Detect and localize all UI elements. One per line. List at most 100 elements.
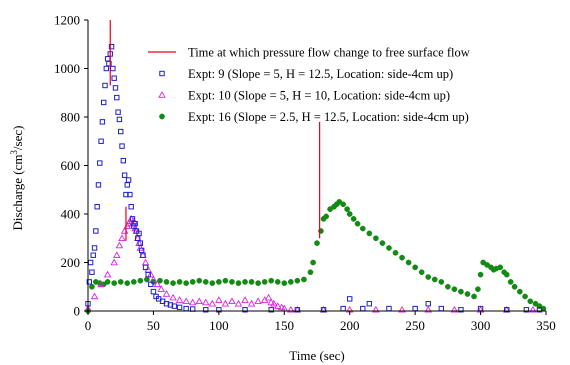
series-3-points bbox=[85, 199, 547, 314]
data-point bbox=[137, 240, 144, 246]
legend-series-2-label: Expt: 10 (Slope = 5, H = 10, Location: s… bbox=[188, 89, 450, 103]
data-point bbox=[136, 244, 145, 251]
data-point bbox=[228, 297, 236, 305]
x-tick-label: 300 bbox=[471, 318, 491, 333]
data-point bbox=[301, 276, 307, 283]
data-point bbox=[175, 296, 184, 303]
data-point bbox=[150, 288, 157, 295]
data-point bbox=[120, 157, 127, 164]
data-point bbox=[118, 128, 124, 135]
y-axis-label-superscript: 3 bbox=[9, 150, 19, 155]
data-point bbox=[418, 269, 425, 276]
data-point bbox=[235, 280, 242, 286]
data-point bbox=[144, 276, 150, 283]
data-point bbox=[145, 271, 151, 278]
data-point bbox=[130, 279, 137, 285]
x-axis-label: Time (sec) bbox=[289, 348, 345, 363]
data-point bbox=[350, 216, 357, 222]
data-point bbox=[366, 230, 373, 237]
data-point bbox=[101, 99, 107, 106]
data-point bbox=[344, 206, 350, 212]
data-point bbox=[273, 302, 282, 309]
legend-series-3-label: Expt: 16 (Slope = 2.5, H = 12.5, Locatio… bbox=[188, 110, 469, 124]
data-point bbox=[188, 298, 197, 306]
data-point bbox=[114, 94, 120, 101]
data-point bbox=[201, 298, 210, 306]
data-point bbox=[110, 65, 116, 72]
data-point bbox=[354, 220, 361, 227]
data-point bbox=[438, 305, 445, 312]
data-point bbox=[90, 252, 96, 258]
data-point bbox=[270, 299, 278, 307]
data-point bbox=[128, 204, 134, 210]
data-point bbox=[93, 228, 99, 234]
x-tick-label: 0 bbox=[85, 318, 92, 333]
data-point bbox=[247, 299, 256, 307]
data-point bbox=[86, 279, 93, 285]
data-point bbox=[216, 279, 222, 285]
y-tick-label: 800 bbox=[61, 110, 81, 125]
data-point bbox=[115, 241, 124, 249]
x-tick-label: 350 bbox=[536, 318, 556, 333]
data-point bbox=[310, 259, 316, 266]
data-point bbox=[91, 245, 98, 251]
data-point bbox=[438, 279, 445, 285]
data-point bbox=[314, 240, 320, 246]
data-point bbox=[268, 277, 275, 284]
data-point bbox=[458, 288, 464, 295]
data-point bbox=[157, 285, 166, 292]
y-tick-label: 600 bbox=[61, 158, 81, 173]
data-point bbox=[346, 211, 353, 217]
data-point bbox=[507, 279, 514, 285]
data-point bbox=[431, 276, 438, 283]
data-point bbox=[274, 279, 281, 285]
data-point bbox=[189, 279, 196, 285]
data-point bbox=[183, 305, 189, 312]
data-point bbox=[379, 240, 386, 246]
data-point bbox=[222, 277, 229, 284]
data-point bbox=[116, 116, 123, 123]
data-point bbox=[141, 258, 150, 266]
data-point bbox=[221, 299, 230, 307]
data-point bbox=[360, 305, 366, 312]
data-point bbox=[87, 259, 94, 266]
data-point bbox=[119, 143, 125, 149]
data-point bbox=[254, 297, 262, 305]
data-point bbox=[202, 279, 209, 285]
data-point bbox=[294, 277, 301, 284]
data-point bbox=[195, 297, 204, 305]
data-point bbox=[203, 307, 209, 313]
data-point bbox=[307, 269, 314, 276]
data-point bbox=[183, 280, 189, 286]
legend-series-2-swatch bbox=[158, 91, 166, 98]
data-point bbox=[98, 138, 104, 144]
data-point bbox=[294, 307, 301, 313]
data-point bbox=[176, 304, 183, 311]
data-point bbox=[424, 305, 433, 313]
data-point bbox=[137, 277, 144, 284]
data-point bbox=[458, 307, 464, 313]
data-point bbox=[386, 245, 392, 251]
y-axis-label: Discharge (cm3/sec) bbox=[9, 126, 25, 231]
data-point bbox=[104, 56, 111, 62]
data-point bbox=[386, 305, 392, 312]
data-point bbox=[117, 279, 124, 285]
data-point bbox=[106, 60, 112, 67]
data-point bbox=[162, 290, 171, 297]
data-point bbox=[94, 204, 100, 210]
data-point bbox=[103, 270, 112, 278]
data-point bbox=[124, 280, 131, 286]
data-point bbox=[182, 297, 190, 305]
data-point bbox=[320, 307, 327, 313]
data-point bbox=[89, 283, 95, 290]
data-point bbox=[399, 254, 405, 261]
data-point bbox=[208, 299, 217, 307]
data-point bbox=[111, 280, 118, 286]
data-point bbox=[255, 280, 261, 286]
data-point bbox=[340, 201, 347, 208]
data-point bbox=[124, 182, 130, 188]
y-tick-label: 0 bbox=[74, 304, 81, 319]
legend: Time at which pressure flow change to fr… bbox=[148, 46, 470, 124]
